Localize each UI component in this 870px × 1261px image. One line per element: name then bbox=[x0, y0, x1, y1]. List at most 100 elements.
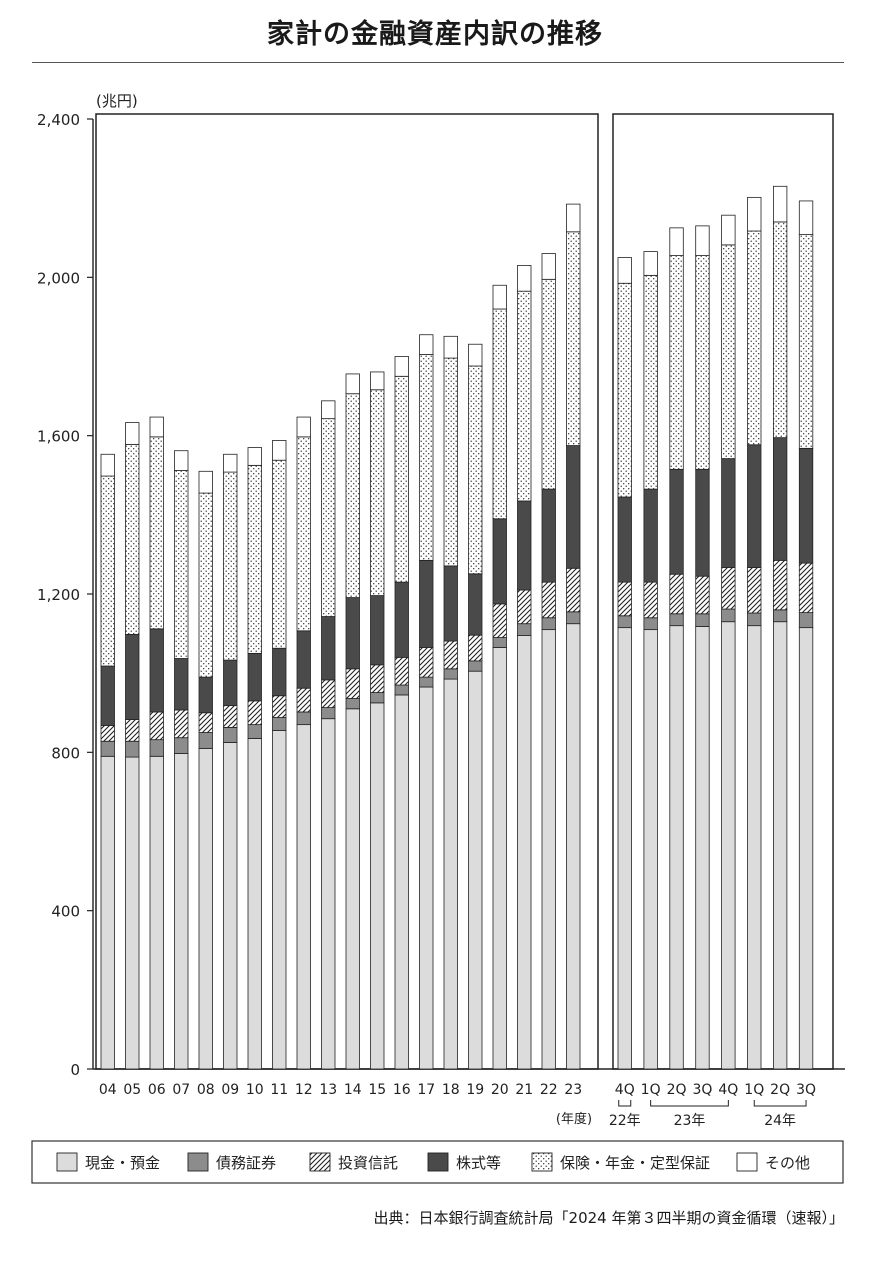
axes: 0 400 800 1,200 1,600 2,000 2,400 (兆円) bbox=[37, 92, 845, 1079]
bar-segment bbox=[370, 371, 385, 391]
x-tick-label: 18 bbox=[442, 1082, 460, 1098]
bar-segment bbox=[492, 637, 507, 648]
bar-segment bbox=[798, 627, 814, 1070]
y-tick-label: 2,400 bbox=[37, 111, 80, 129]
year-group-bracket bbox=[650, 1100, 729, 1107]
bar-segment bbox=[443, 640, 458, 670]
bar-segment bbox=[345, 698, 360, 710]
bar-segment bbox=[468, 670, 483, 1070]
bar-segment bbox=[492, 284, 507, 310]
bar-segment bbox=[223, 471, 238, 661]
bar-segment bbox=[419, 647, 434, 678]
bar-segment bbox=[721, 567, 736, 610]
bar-segment bbox=[223, 453, 238, 473]
bar-segment bbox=[149, 416, 164, 438]
bar-segment bbox=[394, 684, 409, 696]
y-tick-label: 800 bbox=[51, 744, 80, 762]
bar-segment bbox=[669, 227, 684, 256]
bar-segment bbox=[419, 354, 434, 561]
bar-segment bbox=[695, 626, 710, 1070]
bar-segment bbox=[296, 436, 311, 632]
source-note: 出典：日本銀行調査統計局「2024 年第３四半期の資金循環（速報）」 bbox=[373, 1209, 844, 1227]
bar-segment bbox=[798, 562, 814, 614]
bar-segment bbox=[321, 400, 336, 420]
x-tick-label: 15 bbox=[368, 1082, 386, 1098]
legend-label: その他 bbox=[765, 1154, 810, 1172]
bar-segment bbox=[247, 652, 262, 702]
bar-segment bbox=[669, 468, 684, 575]
bar-segment bbox=[174, 658, 189, 711]
bar-segment bbox=[468, 343, 483, 367]
x-tick-label: 14 bbox=[344, 1082, 362, 1098]
bar-segment bbox=[468, 660, 483, 672]
bar-segment bbox=[773, 185, 788, 223]
x-tick-label: 16 bbox=[393, 1082, 411, 1098]
bar-segment bbox=[773, 221, 788, 439]
legend: 現金・預金 債務証券 投資信託 株式等 保険・年金・定型保証 その他 bbox=[31, 1140, 844, 1184]
bar-segment bbox=[370, 664, 385, 693]
x-tick-label: 3Q bbox=[692, 1082, 712, 1098]
legend-label: 現金・預金 bbox=[85, 1154, 160, 1172]
bar-segment bbox=[125, 740, 140, 758]
bar-segment bbox=[345, 597, 360, 670]
legend-swatch bbox=[187, 1152, 209, 1172]
bar-segment bbox=[773, 437, 788, 561]
bar-segment bbox=[747, 625, 762, 1070]
legend-swatch bbox=[427, 1152, 449, 1172]
bar-segment bbox=[149, 436, 164, 630]
bar-segment bbox=[617, 581, 632, 617]
bar-segment bbox=[643, 488, 658, 583]
bar-segment bbox=[223, 659, 238, 707]
bar-segment bbox=[149, 739, 164, 757]
bar-segment bbox=[617, 496, 632, 583]
bar-segment bbox=[566, 231, 581, 446]
bar-segment bbox=[517, 290, 532, 502]
y-tick-label: 2,000 bbox=[37, 269, 80, 287]
bar-segment bbox=[517, 500, 532, 591]
bar-segment bbox=[100, 755, 115, 1070]
bar-segment bbox=[223, 742, 238, 1070]
bar-segment bbox=[272, 717, 287, 731]
bar-segment bbox=[272, 647, 287, 697]
bar-segment bbox=[669, 625, 684, 1070]
x-tick-label: 08 bbox=[197, 1082, 215, 1098]
bar-segment bbox=[443, 357, 458, 567]
bar-segment bbox=[100, 453, 115, 477]
bar-segment bbox=[747, 444, 762, 568]
bar-segment bbox=[321, 418, 336, 617]
bar-segment bbox=[272, 459, 287, 649]
bar-segment bbox=[272, 730, 287, 1070]
x-tick-label: 10 bbox=[246, 1082, 264, 1098]
bar-segment bbox=[721, 458, 736, 568]
bar-segment bbox=[394, 375, 409, 583]
x-tick-label: 17 bbox=[417, 1082, 435, 1098]
bar-segment bbox=[198, 676, 213, 714]
bar-segment bbox=[198, 747, 213, 1070]
bars bbox=[100, 185, 814, 1070]
legend-label: 投資信託 bbox=[338, 1154, 398, 1172]
legend-label: 保険・年金・定型保証 bbox=[560, 1154, 710, 1172]
bar-segment bbox=[419, 676, 434, 688]
bar-segment bbox=[370, 702, 385, 1070]
x-tick-label: 05 bbox=[123, 1082, 141, 1098]
y-unit-label: (兆円) bbox=[96, 92, 138, 110]
bar-segment bbox=[296, 416, 311, 438]
bar-segment bbox=[198, 712, 213, 733]
bar-segment bbox=[149, 755, 164, 1070]
legend-swatch bbox=[736, 1152, 758, 1172]
bar-segment bbox=[566, 611, 581, 625]
bar-segment bbox=[721, 214, 736, 246]
bar-segment bbox=[773, 621, 788, 1070]
bar-segment bbox=[517, 623, 532, 636]
bar-segment bbox=[296, 724, 311, 1070]
bar-segment bbox=[394, 694, 409, 1070]
x-tick-label: 4Q bbox=[615, 1082, 635, 1098]
legend-swatch bbox=[309, 1152, 331, 1172]
bar-segment bbox=[541, 581, 556, 619]
x-tick-label: 11 bbox=[270, 1082, 288, 1098]
bar-segment bbox=[541, 278, 556, 490]
bar-segment bbox=[695, 225, 710, 256]
bar-segment bbox=[345, 708, 360, 1070]
bar-segment bbox=[223, 705, 238, 728]
bar-segment bbox=[617, 615, 632, 629]
